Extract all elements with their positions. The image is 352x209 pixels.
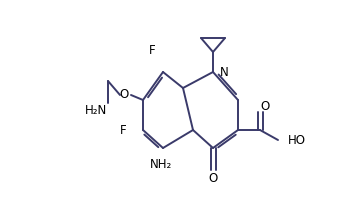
Text: O: O [208,172,218,185]
Text: O: O [260,101,270,113]
Text: F: F [120,124,126,136]
Text: HO: HO [288,134,306,147]
Text: F: F [149,43,155,56]
Text: NH₂: NH₂ [150,158,172,171]
Text: O: O [119,88,128,102]
Text: H₂N: H₂N [85,104,107,117]
Text: N: N [220,65,229,79]
